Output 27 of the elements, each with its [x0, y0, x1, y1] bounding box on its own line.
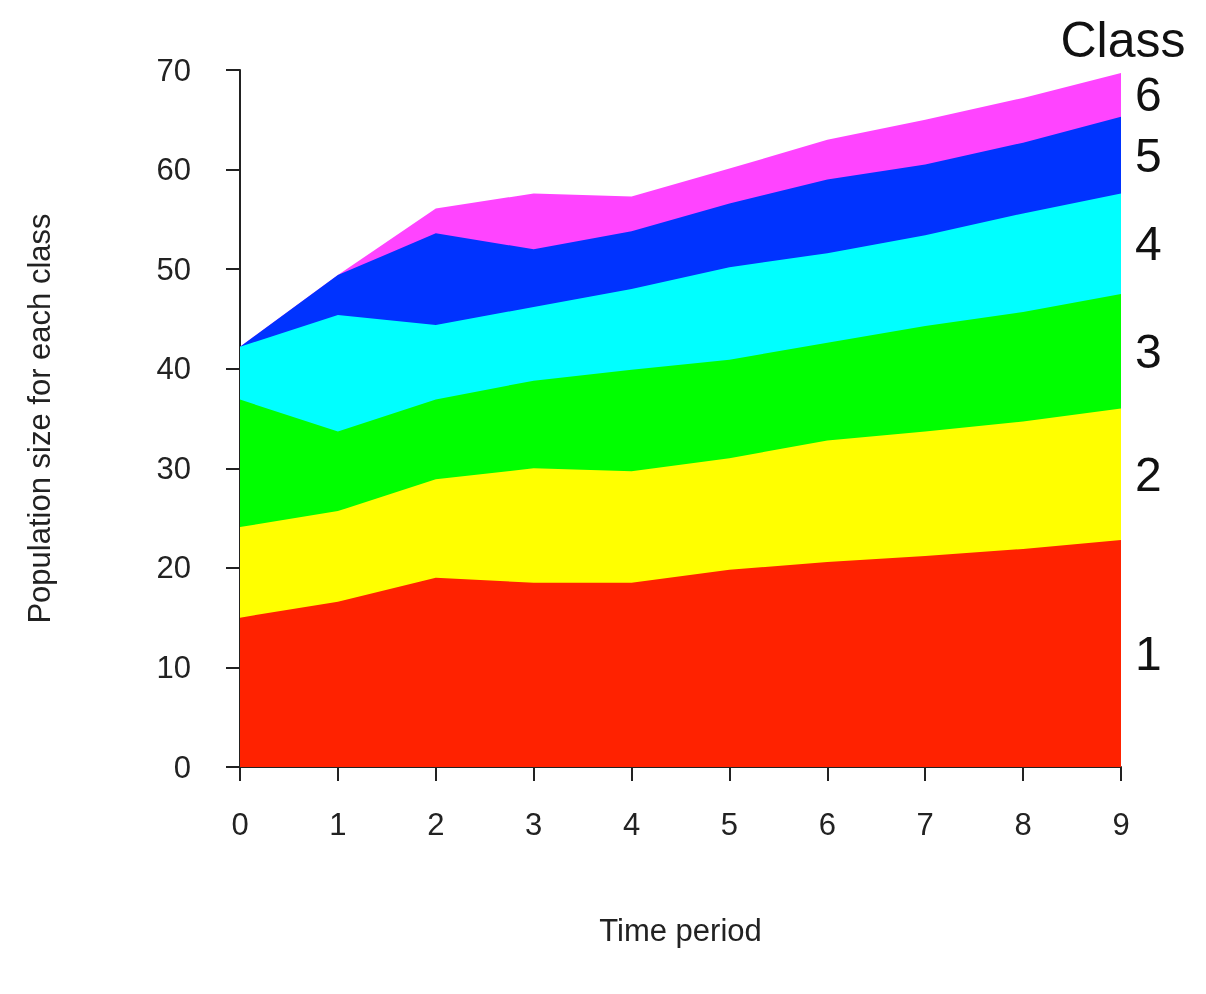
series-label: 6 — [1135, 68, 1162, 122]
x-tick-label: 9 — [1112, 807, 1130, 842]
series-label: 5 — [1135, 128, 1162, 182]
y-tick-label: 30 — [156, 450, 191, 486]
x-tick-label: 0 — [231, 807, 249, 842]
y-tick-label: 20 — [156, 550, 191, 586]
y-tick-label: 40 — [156, 351, 191, 387]
x-tick-label: 7 — [916, 807, 934, 842]
x-tick-label: 2 — [427, 807, 445, 842]
y-tick-label: 0 — [173, 749, 191, 785]
y-tick-label: 10 — [156, 649, 191, 685]
series-label: 3 — [1135, 324, 1162, 378]
x-tick-label: 6 — [818, 807, 836, 842]
series-label: 2 — [1135, 447, 1162, 501]
x-tick-label: 1 — [329, 807, 347, 842]
x-axis-title: Time period — [599, 913, 762, 948]
x-tick-label: 5 — [720, 807, 739, 842]
series-label: 1 — [1135, 626, 1162, 680]
series-label: 4 — [1135, 217, 1162, 271]
y-tick-label: 70 — [156, 52, 191, 88]
x-tick-label: 3 — [525, 807, 543, 842]
y-axis-title: Population size for each class — [22, 213, 57, 624]
x-tick-label: 4 — [622, 807, 641, 842]
y-tick-label: 60 — [156, 152, 191, 188]
x-tick-label: 8 — [1014, 807, 1032, 842]
legend-title: Class — [1060, 12, 1186, 68]
y-tick-label: 50 — [156, 251, 191, 287]
